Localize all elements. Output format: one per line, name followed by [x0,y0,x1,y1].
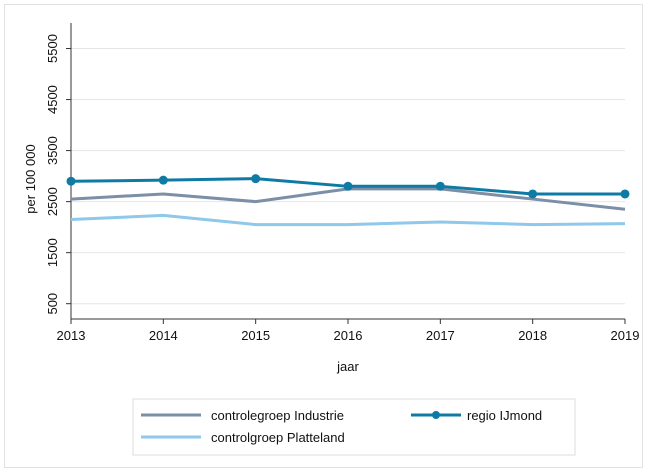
legend-label-controlegroep-industrie: controlegroep Industrie [211,408,344,423]
data-point-regio-ijmond-2017 [435,181,445,191]
data-point-regio-ijmond-2016 [343,181,353,191]
series-line-controlgroep-platteland [70,213,626,227]
axes [70,23,625,320]
legend-label-regio-ijmond: regio IJmond [467,408,542,423]
x-tick-label-2016: 2016 [334,328,363,343]
chart-frame: 500 1500 2500 3500 4500 5500 2013 2014 2015 2016… [4,4,643,468]
line-chart: 500 1500 2500 3500 4500 5500 2013 2014 2015 2016… [23,23,640,456]
data-point-regio-ijmond-2014 [158,175,168,185]
x-tick-label-2017: 2017 [426,328,455,343]
legend: controlegroep Industrie regio IJmond con… [132,398,576,456]
x-tick-label-2014: 2014 [149,328,178,343]
series-line-controlegroep-industrie [70,187,626,211]
data-point-regio-ijmond-2015 [251,174,261,184]
legend-box [132,398,576,456]
legend-marker-regio-ijmond [432,411,440,419]
x-tick-label-2013: 2013 [57,328,86,343]
x-tick-label-2019: 2019 [611,328,640,343]
y-tick-label-5500: 5500 [45,34,60,63]
series-layer [66,174,630,227]
x-axis-title: jaar [336,359,359,374]
y-tick-label-500: 500 [45,293,60,315]
y-axis-ticks: 500 1500 2500 3500 4500 5500 [45,34,71,315]
data-point-regio-ijmond-2019 [620,189,630,199]
data-point-regio-ijmond-2013 [66,176,76,186]
x-tick-label-2015: 2015 [241,328,270,343]
y-axis-title: per 100 000 [23,144,38,213]
gridlines [71,48,625,305]
legend-label-controlgroep-platteland: controlgroep Platteland [211,430,345,445]
x-tick-label-2018: 2018 [518,328,547,343]
y-tick-label-3500: 3500 [45,136,60,165]
x-axis-ticks: 2013 2014 2015 2016 2017 2018 2019 [57,319,640,343]
y-tick-label-4500: 4500 [45,85,60,114]
y-tick-label-2500: 2500 [45,187,60,216]
data-point-regio-ijmond-2018 [528,189,538,199]
y-tick-label-1500: 1500 [45,238,60,267]
